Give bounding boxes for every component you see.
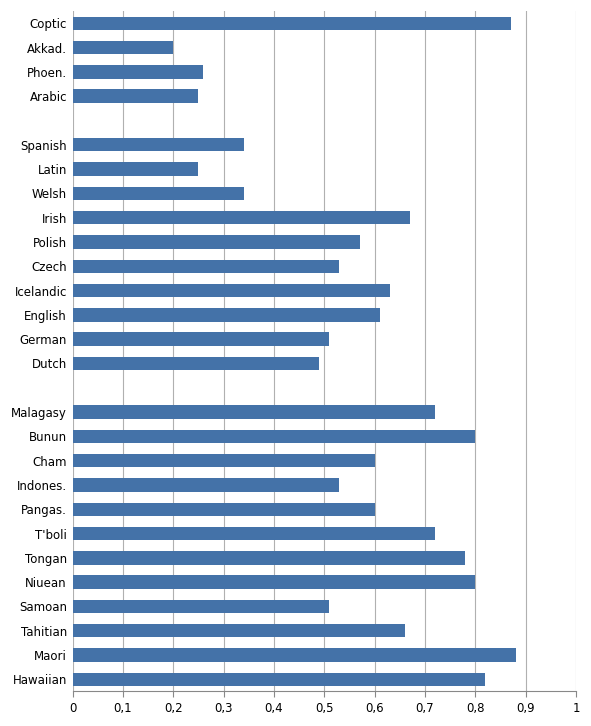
Bar bbox=[73, 356, 319, 370]
Bar bbox=[73, 284, 390, 297]
Bar bbox=[73, 163, 199, 176]
Bar bbox=[73, 308, 380, 322]
Bar bbox=[73, 502, 375, 516]
Bar bbox=[73, 673, 485, 686]
Bar bbox=[73, 478, 339, 492]
Bar bbox=[73, 576, 475, 589]
Bar bbox=[73, 211, 410, 224]
Bar bbox=[73, 405, 435, 419]
Bar bbox=[73, 17, 511, 30]
Bar bbox=[73, 235, 359, 248]
Bar bbox=[73, 89, 199, 103]
Bar bbox=[73, 41, 173, 54]
Bar bbox=[73, 600, 329, 613]
Bar bbox=[73, 187, 243, 200]
Bar bbox=[73, 648, 516, 661]
Bar bbox=[73, 551, 465, 565]
Bar bbox=[73, 333, 329, 346]
Bar bbox=[73, 454, 375, 468]
Bar bbox=[73, 138, 243, 152]
Bar bbox=[73, 430, 475, 443]
Bar bbox=[73, 527, 435, 540]
Bar bbox=[73, 65, 203, 78]
Bar bbox=[73, 624, 405, 637]
Bar bbox=[73, 260, 339, 273]
